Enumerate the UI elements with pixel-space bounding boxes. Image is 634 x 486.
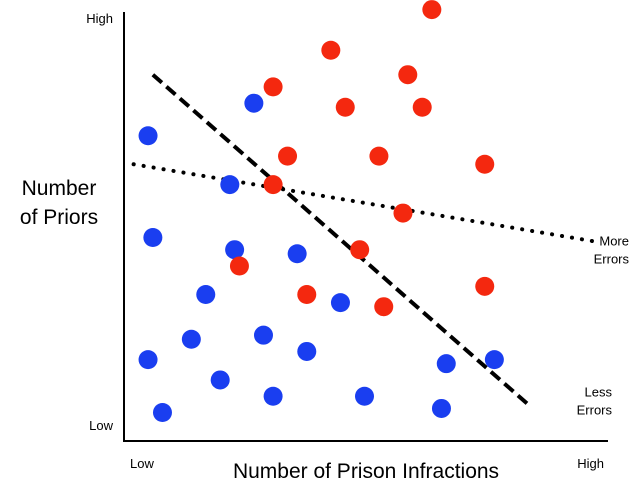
data-point	[253, 325, 273, 345]
dotted-line-label: Errors	[594, 252, 630, 267]
data-point	[321, 40, 341, 60]
data-point	[138, 350, 158, 370]
dashed-line	[151, 73, 530, 406]
data-point	[475, 276, 495, 296]
dashed-line-label: Errors	[577, 402, 613, 417]
data-point	[335, 97, 355, 117]
y-tick-high: High	[86, 11, 113, 26]
data-point	[393, 203, 413, 223]
data-point	[287, 244, 307, 264]
data-point	[229, 256, 249, 276]
data-point	[330, 293, 350, 313]
data-point	[263, 386, 283, 406]
data-point	[143, 228, 163, 247]
data-point	[355, 386, 374, 406]
data-points	[138, 0, 504, 423]
data-point	[152, 403, 172, 423]
data-point	[369, 146, 389, 166]
y-axis-title-line-1: Number	[22, 177, 97, 200]
x-axis-title: Number of Prison Infractions	[233, 460, 499, 483]
data-point	[196, 284, 216, 304]
data-point	[244, 93, 264, 113]
axes	[123, 12, 608, 442]
y-tick-low: Low	[89, 418, 113, 433]
data-point	[210, 370, 230, 390]
dotted-line-label: More	[599, 234, 629, 249]
x-tick-low: Low	[130, 456, 154, 471]
data-point	[484, 350, 504, 370]
data-point	[278, 146, 298, 166]
data-point	[422, 0, 442, 20]
decision-lines	[131, 73, 598, 406]
data-point	[350, 240, 370, 260]
x-tick-high: High	[577, 456, 604, 471]
data-point	[263, 175, 283, 195]
data-point	[398, 65, 418, 85]
data-point	[374, 297, 394, 317]
data-point	[297, 284, 317, 304]
data-point	[412, 97, 432, 117]
data-point	[220, 175, 240, 195]
y-axis-title-line-2: of Priors	[20, 206, 98, 229]
line-labels: More Errors Less Errors	[577, 234, 630, 418]
data-point	[263, 77, 283, 97]
data-point	[138, 126, 158, 146]
data-point	[431, 398, 451, 418]
data-point	[475, 154, 495, 174]
data-point	[181, 329, 201, 349]
data-point	[225, 240, 245, 260]
data-point	[436, 354, 456, 374]
dotted-line	[131, 162, 598, 244]
dashed-line-label: Less	[585, 384, 613, 399]
data-point	[297, 341, 317, 361]
